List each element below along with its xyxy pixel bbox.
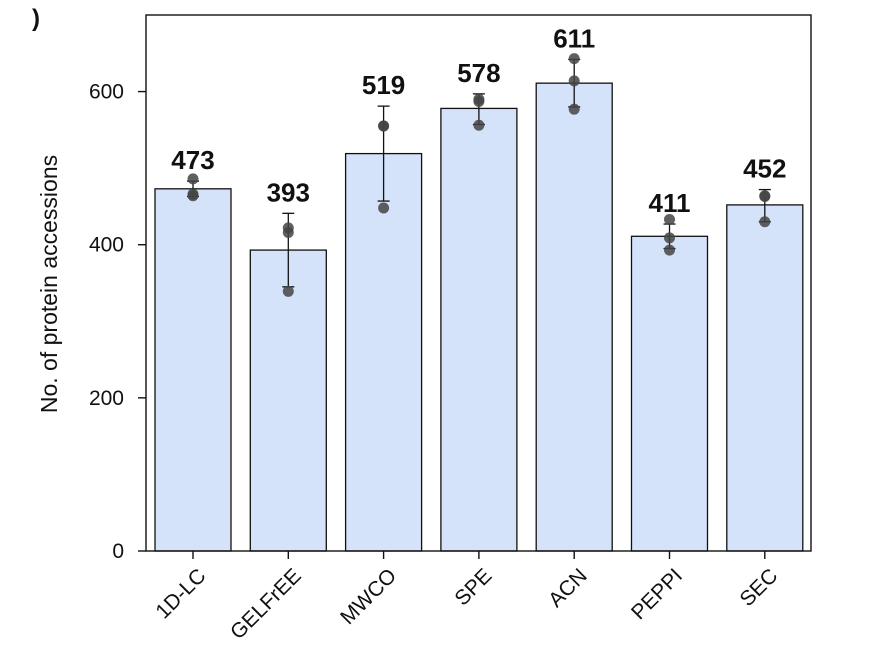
- y-axis-label: No. of protein accessions: [36, 155, 62, 413]
- x-tick-label-acn: ACN: [544, 564, 592, 612]
- replicate-points-layer: [187, 53, 771, 297]
- x-tick-label-peppi: PEPPI: [627, 564, 687, 624]
- value-label: 452: [743, 154, 786, 184]
- panel-label: ): [32, 5, 40, 32]
- y-tick-label: 600: [89, 81, 124, 104]
- bar-acn: [535, 82, 613, 552]
- value-label: 578: [457, 58, 500, 88]
- replicate-point: [378, 120, 390, 132]
- replicate-point: [187, 173, 199, 185]
- replicate-point: [568, 53, 580, 65]
- bar-mwco: [344, 152, 423, 552]
- value-label: 611: [553, 23, 595, 53]
- y-tick-label: 400: [89, 234, 124, 257]
- value-label: 519: [362, 70, 405, 100]
- x-tick-label-sec: SEC: [736, 564, 783, 611]
- replicate-point: [473, 119, 485, 131]
- replicate-point: [282, 226, 294, 238]
- y-tick-label: 0: [112, 540, 124, 563]
- value-label: 473: [171, 145, 214, 175]
- bar-gelfree: [249, 249, 327, 552]
- value-label: 393: [267, 177, 310, 207]
- replicate-point: [473, 96, 485, 108]
- replicate-point: [187, 190, 199, 202]
- replicate-point: [759, 216, 771, 228]
- bars-layer: [154, 82, 804, 552]
- x-tick-label-mwco: MWCO: [336, 564, 401, 629]
- replicate-point: [759, 190, 771, 202]
- bar-1d-lc: [154, 188, 232, 552]
- replicate-point: [568, 75, 580, 87]
- x-tick-label-gelfree: GELFrEE: [226, 564, 306, 644]
- x-tick-label-1d-lc: 1D-LC: [151, 564, 210, 623]
- replicate-point: [378, 202, 390, 214]
- value-labels-layer: 473 393 519 578 611 411 452: [171, 23, 786, 218]
- y-tick-label: 200: [89, 387, 124, 410]
- replicate-point: [568, 103, 580, 115]
- bar-sec: [726, 204, 804, 552]
- replicate-point: [664, 244, 675, 256]
- bar-spe: [440, 107, 518, 552]
- replicate-point: [282, 285, 294, 297]
- x-tick-label-spe: SPE: [450, 564, 496, 610]
- bar-peppi: [630, 235, 709, 552]
- value-label: 411: [649, 188, 691, 218]
- replicate-point: [664, 213, 675, 225]
- replicate-point: [664, 232, 675, 244]
